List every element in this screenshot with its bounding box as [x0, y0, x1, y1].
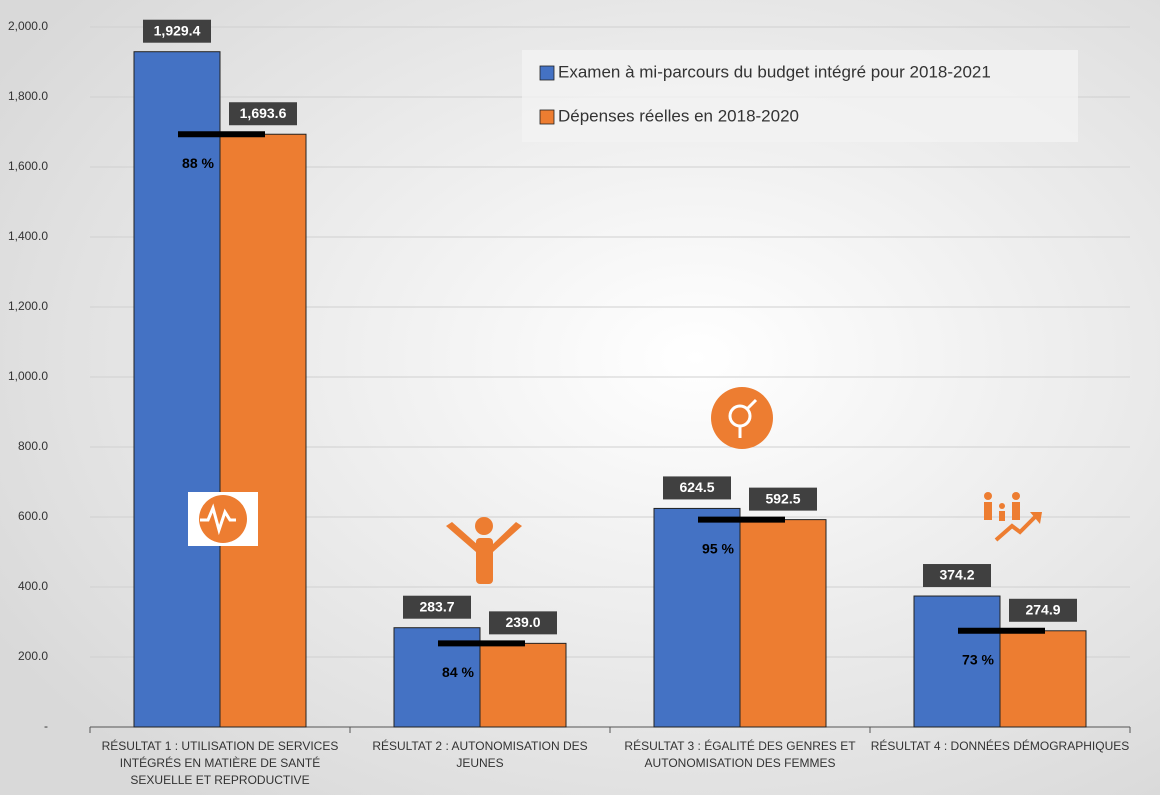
y-tick-label: 800.0: [18, 439, 48, 453]
y-tick-label: 2,000.0: [8, 19, 48, 33]
data-label-box: [1009, 598, 1077, 622]
ratio-label: 88 %: [182, 155, 214, 171]
y-tick-label: 1,000.0: [8, 369, 48, 383]
icon-gender-symbol: [745, 398, 758, 411]
legend-swatch: [539, 109, 555, 125]
data-label: 374.2: [939, 567, 974, 583]
legend-label: Examen à mi-parcours du budget intégré p…: [558, 62, 991, 81]
data-label: 239.0: [505, 614, 540, 630]
data-label: 1,929.4: [154, 22, 201, 38]
data-label: 1,693.6: [240, 105, 287, 121]
legend-box: [522, 50, 1078, 142]
bar: [653, 507, 741, 728]
data-label-box: [749, 487, 817, 511]
icon-demography: [984, 492, 1042, 542]
x-tick-label: RÉSULTAT 4 : DONNÉES DÉMOGRAPHIQUES: [870, 739, 1130, 753]
legend-label: Dépenses réelles en 2018-2020: [558, 106, 799, 125]
y-tick-label: 600.0: [18, 509, 48, 523]
y-tick-label: 1,400.0: [8, 229, 48, 243]
legend-swatch: [539, 65, 555, 81]
data-label-box: [489, 611, 557, 635]
data-label-box: [229, 102, 297, 126]
data-label-box: [923, 564, 991, 588]
bar: [913, 595, 1001, 728]
bar: [999, 630, 1087, 728]
icon-youth: [446, 517, 522, 584]
bar: [219, 133, 307, 728]
ratio-label: 84 %: [442, 664, 474, 680]
data-label-box: [143, 19, 211, 43]
y-tick-label: 1,800.0: [8, 89, 48, 103]
data-label-box: [403, 595, 471, 619]
y-tick-label: 1,600.0: [8, 159, 48, 173]
x-tick-label: RÉSULTAT 1 : UTILISATION DE SERVICES INT…: [101, 739, 339, 787]
bar: [133, 51, 221, 728]
y-tick-label: 1,200.0: [8, 299, 48, 313]
y-tick-label: -: [44, 719, 48, 733]
bar: [479, 642, 567, 728]
y-tick-label: 200.0: [18, 649, 48, 663]
ratio-label: 95 %: [702, 540, 734, 556]
ratio-label: 73 %: [962, 651, 994, 667]
x-tick-label: RÉSULTAT 2 : AUTONOMISATION DES JEUNES: [372, 739, 588, 770]
data-label: 283.7: [419, 598, 454, 614]
data-label-box: [663, 476, 731, 500]
icon-gender: [711, 387, 773, 449]
icons: [188, 387, 1042, 584]
x-tick-label: RÉSULTAT 3 : ÉGALITÉ DES GENRES ET AUTON…: [624, 739, 856, 770]
icon-pulse: [200, 503, 236, 536]
data-label: 592.5: [765, 490, 800, 506]
y-tick-label: 400.0: [18, 579, 48, 593]
bar: [739, 519, 827, 728]
data-label: 274.9: [1025, 601, 1060, 617]
data-label: 624.5: [679, 479, 714, 495]
